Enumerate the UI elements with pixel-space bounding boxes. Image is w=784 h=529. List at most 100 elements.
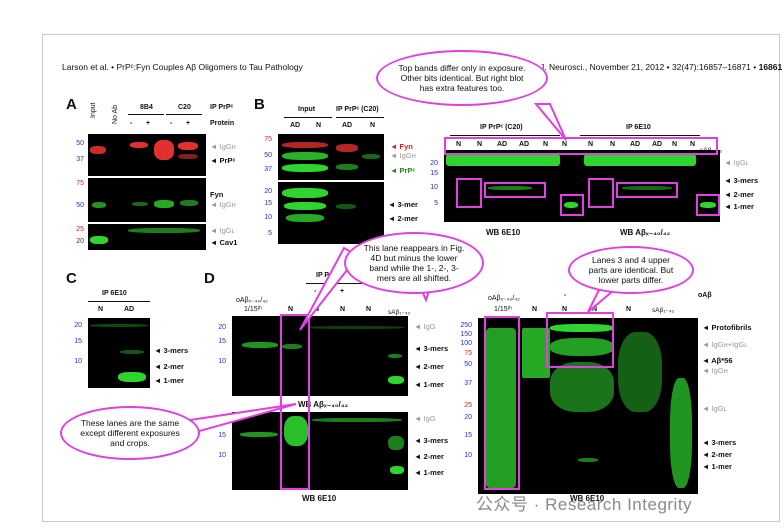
label-prpc: ◄ PrPᶜ [210,156,236,165]
b-ip-line [336,117,384,118]
band [584,154,696,166]
b2-ip-right: IP 6E10 [626,124,651,131]
band [618,332,662,412]
group-8b4: 8B4 [140,104,153,111]
lane-input-label: Input [90,102,97,118]
band [550,362,614,412]
label-text: IgG [423,414,436,423]
d2-mw: 50 [464,361,472,368]
d-lane: N [340,306,346,313]
b2-lane: N [562,141,568,148]
d2-label-igg-l: ◄ IgGʟ [702,404,727,413]
band [282,152,328,160]
running-header-right: J. Neurosci., November 21, 2012 • 32(47)… [540,62,782,72]
band [388,376,404,384]
label-text: Fyn [210,190,224,199]
band [128,228,200,233]
annotation-lanes-3-4: Lanes 3 and 4 upper parts are identical.… [568,246,694,294]
d2-oab-right: oAβ [698,292,712,299]
label-text: Cav1 [219,238,238,247]
d-label-3mers: ◄ 3-mers [414,344,449,353]
b-input-label: Input [298,106,316,113]
c-lane-ad: AD [124,306,135,313]
highlight-box-d-lane [280,314,310,490]
d2-mw: 10 [464,452,472,459]
panel-a-blot-prpc [88,134,206,176]
band [90,324,148,327]
label-text: IgGʟ [711,404,727,413]
band [550,324,614,332]
d2-mw: 20 [464,414,472,421]
band [282,344,302,349]
d-label-1mer-b: ◄ 1-mer [414,468,444,477]
d2-caption: WB 6E10 [570,494,605,503]
panel-c-letter: C [66,270,77,287]
b2-ip-left-line [450,135,560,136]
label-igg-h2: ◄ IgGʜ [210,200,236,209]
highlight-box [560,194,584,216]
b2-blot-left [444,150,582,222]
label-text: IgGʜ [399,151,416,160]
label-igg-l: ◄ IgGʟ [210,226,235,235]
b2-lane: N [456,141,462,148]
highlight-box-d2-lane [484,316,520,490]
band [132,202,148,206]
d-caption-bottom: WB 6E10 [302,494,337,503]
mw-20: 20 [76,238,84,245]
d-sab: sAβ₁₋₄₂ [388,309,411,316]
d-label-2mer-b: ◄ 2-mer [414,452,444,461]
b2-lane: AD [519,141,530,148]
watermark: 公众号 · Research Integrity [476,495,693,514]
b-input-line [284,117,332,118]
band [388,436,404,450]
label-text: IgGʜ [711,366,728,375]
band [488,186,532,190]
b-label-2mer: ◄ 2-mer [388,214,418,223]
label-text: 2-mer [163,362,184,371]
label-text: 1-mer [733,202,754,211]
band [118,372,146,382]
d2-mw: 250 [460,322,472,329]
band [90,236,108,244]
b-lane-4: N [370,122,376,129]
d-lane: N [366,306,372,313]
d-label-3mers-b: ◄ 3-mers [414,436,449,445]
c-mw-15: 15 [74,338,82,345]
label-text: 2-mer [423,452,444,461]
label-igg-h: ◄ IgGʜ [210,142,236,151]
band [282,188,328,198]
label-text: 3-mers [711,438,737,447]
label-text: IgG [423,322,436,331]
b2-label-3mers: ◄ 3-mers [724,176,759,185]
label-text: 3-mers [733,176,759,185]
d2-lane: N [532,306,538,313]
annotation-top-bands: Top bands differ only in exposure. Other… [376,50,548,106]
label-text: 3-mer [397,200,418,209]
d-lane: N [288,306,294,313]
band [282,142,328,148]
mw-50b: 50 [76,202,84,209]
d-mw-15b: 15 [218,432,226,439]
band [180,200,198,206]
label-text: 2-mer [397,214,418,223]
group-c20-line [166,114,202,115]
c-lane-n: N [98,306,104,313]
label-text: Protofibrils [711,323,752,332]
highlight-box [456,178,482,208]
mw-37: 37 [76,156,84,163]
d2-label-igg-h: ◄ IgGʜ [702,366,728,375]
panel-b-blot-top [278,134,384,180]
sign-2: + [146,120,151,127]
b-lane-2: N [316,122,322,129]
band [92,202,106,208]
d-mw-10b: 10 [218,452,226,459]
d-blot-top [232,316,408,396]
band [178,142,198,150]
band [242,342,278,348]
band [90,146,106,154]
highlight-box [616,182,678,198]
band [154,140,174,160]
band [578,458,598,462]
highlight-box [484,182,546,198]
b2-lane: AD [652,141,663,148]
